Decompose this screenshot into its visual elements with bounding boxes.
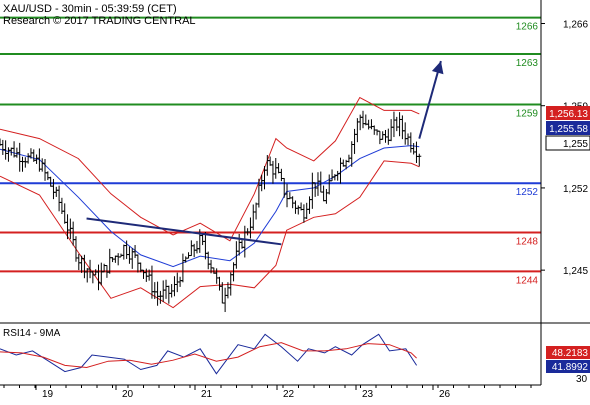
forecast-arrow bbox=[418, 60, 442, 139]
level-label: 1252 bbox=[516, 187, 539, 198]
y-tick-label: 1,252 bbox=[563, 184, 588, 195]
forecast-arrow-head bbox=[431, 61, 444, 75]
tags-layer: 1,256.13 1,255.58 1,255 48.2183 41.8992 bbox=[545, 106, 590, 373]
copyright-text: Research © 2017 TRADING CENTRAL bbox=[3, 15, 196, 27]
rsi-line-9MA bbox=[0, 342, 417, 369]
x-tick-label: 19 bbox=[42, 389, 54, 400]
y-tick-label: 1,266 bbox=[563, 19, 588, 30]
trendline bbox=[86, 217, 282, 246]
price-tag-label: 1,255.58 bbox=[549, 124, 588, 135]
price-tag-label: 1,256.13 bbox=[549, 109, 588, 120]
price-tag-box bbox=[545, 135, 590, 151]
price-tag-box bbox=[546, 106, 590, 120]
rsi-line-RSI14 bbox=[0, 333, 418, 375]
level-label: 1248 bbox=[516, 237, 539, 248]
price-tag-label: 1,255 bbox=[563, 139, 588, 150]
rsi-tag-label: 41.8992 bbox=[552, 362, 589, 373]
x-tick-label: 22 bbox=[283, 389, 295, 400]
rsi-tag-box bbox=[546, 346, 590, 359]
rsi-pane bbox=[0, 333, 418, 375]
rsi-title: RSI14 - 9MA bbox=[3, 328, 61, 339]
x-tick-label: 23 bbox=[362, 389, 374, 400]
level-label: 1244 bbox=[516, 275, 539, 286]
level-label: 1259 bbox=[516, 109, 539, 120]
x-tick-label: 20 bbox=[122, 389, 134, 400]
rsi-tick-label: 30 bbox=[576, 374, 588, 385]
x-tick-label: 26 bbox=[439, 389, 451, 400]
rsi-tag-box bbox=[546, 360, 590, 373]
x-tick-label: 21 bbox=[201, 389, 213, 400]
price-tag-box bbox=[546, 121, 590, 135]
y-tick-label: 1,245 bbox=[563, 266, 588, 277]
level-label: 1263 bbox=[516, 58, 539, 69]
price-pane: 1266 1263 1259 1252 1248 1244 bbox=[0, 16, 541, 313]
level-label: 1266 bbox=[516, 22, 539, 33]
chart-title: XAU/USD - 30min - 05:39:59 (CET) bbox=[3, 3, 177, 15]
series-line-bollinger-upper bbox=[0, 96, 420, 242]
rsi-tag-label: 48.2183 bbox=[552, 348, 589, 359]
